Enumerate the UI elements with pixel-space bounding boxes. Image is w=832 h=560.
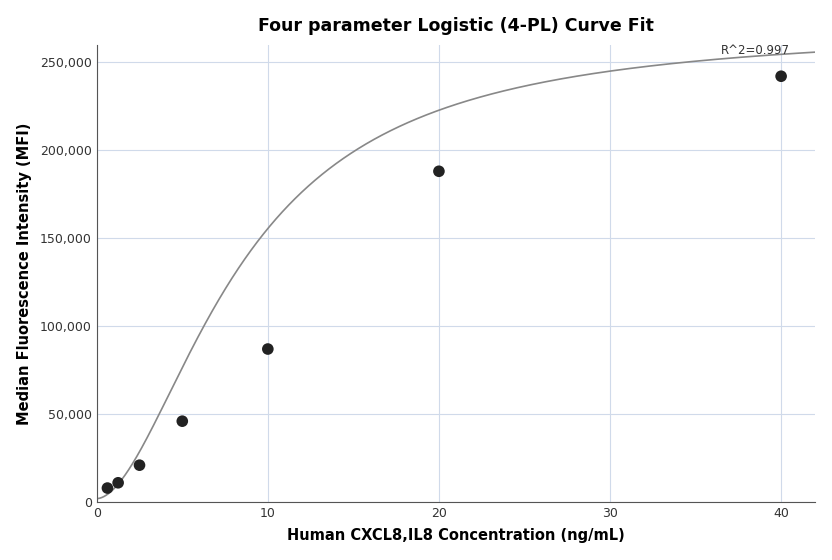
Title: Four parameter Logistic (4-PL) Curve Fit: Four parameter Logistic (4-PL) Curve Fit	[258, 17, 654, 35]
Point	[111, 478, 125, 487]
Point	[101, 484, 114, 493]
Point	[133, 461, 146, 470]
Point	[433, 167, 446, 176]
X-axis label: Human CXCL8,IL8 Concentration (ng/mL): Human CXCL8,IL8 Concentration (ng/mL)	[287, 528, 625, 543]
Text: R^2=0.997: R^2=0.997	[721, 44, 790, 57]
Point	[775, 72, 788, 81]
Point	[261, 344, 275, 353]
Y-axis label: Median Fluorescence Intensity (MFI): Median Fluorescence Intensity (MFI)	[17, 122, 32, 424]
Point	[176, 417, 189, 426]
